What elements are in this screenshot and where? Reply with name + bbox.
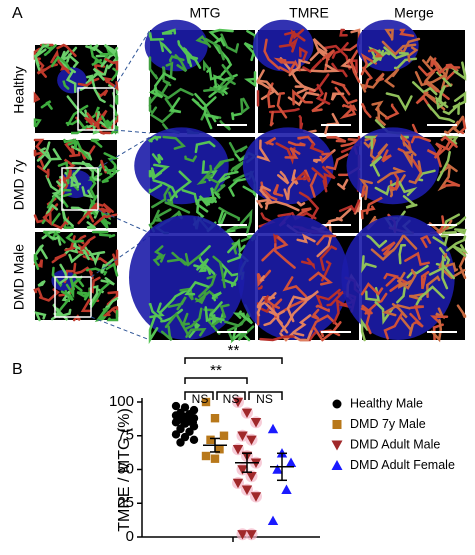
- panel-label: B: [12, 361, 23, 378]
- mitochondria: [300, 116, 302, 129]
- legend-marker: [332, 460, 343, 470]
- legend-label: DMD Adult Male: [350, 437, 440, 451]
- legend-label: Healthy Male: [350, 396, 423, 410]
- significance-label: NS: [223, 392, 240, 406]
- row-label: DMD 7y: [11, 160, 27, 211]
- column-header: MTG: [189, 5, 220, 21]
- column-header: Merge: [394, 5, 434, 21]
- y-tick-label: 25: [117, 494, 134, 511]
- y-tick-label: 75: [117, 427, 134, 444]
- micrographs: [35, 20, 465, 340]
- y-tick-label: 0: [126, 528, 134, 545]
- y-tick-label: 50: [117, 460, 134, 477]
- point: [202, 452, 210, 460]
- row-label: Healthy: [11, 66, 27, 113]
- mitochondria: [35, 150, 36, 156]
- point: [206, 436, 214, 444]
- point: [211, 414, 219, 422]
- legend-marker: [333, 400, 342, 409]
- point: [286, 458, 296, 467]
- significance-label: **: [228, 342, 240, 359]
- mitochondria: [391, 181, 392, 196]
- legend-label: DMD 7y Male: [350, 417, 426, 431]
- row-label: DMD Male: [11, 244, 27, 310]
- point: [272, 464, 282, 473]
- zoom-line: [114, 130, 150, 133]
- zoom-line: [114, 30, 150, 88]
- point: [268, 516, 278, 525]
- point: [172, 430, 180, 438]
- point: [176, 438, 184, 446]
- point: [190, 436, 198, 444]
- significance-label: **: [210, 362, 222, 379]
- significance-label: NS: [192, 392, 209, 406]
- point: [281, 485, 291, 494]
- zoom-line: [91, 317, 150, 340]
- y-tick-label: 100: [109, 393, 134, 410]
- legend-label: DMD Adult Female: [350, 458, 455, 472]
- legend-marker: [332, 441, 343, 451]
- significance-label: NS: [256, 392, 273, 406]
- point: [211, 455, 219, 463]
- point: [220, 432, 228, 440]
- column-header: TMRE: [289, 5, 329, 21]
- panel-label: A: [12, 5, 23, 22]
- mitochondria: [200, 198, 214, 200]
- point: [268, 424, 278, 433]
- legend-marker: [333, 420, 342, 429]
